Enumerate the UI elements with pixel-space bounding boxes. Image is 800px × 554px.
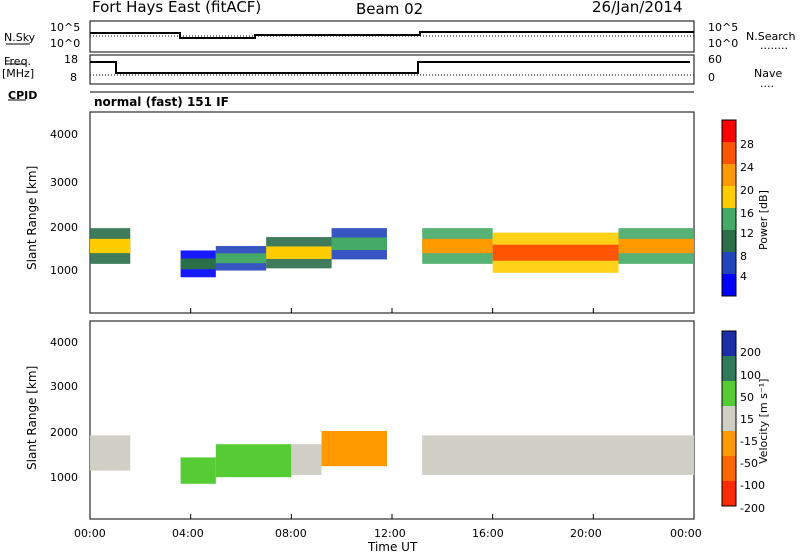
- freq-top-tick: 18: [64, 53, 78, 66]
- power-colorbar: [721, 119, 737, 297]
- velocity-colorbar: [721, 330, 737, 507]
- velocity-ytick: 1000: [50, 471, 78, 484]
- nsearch-dots: ........: [760, 39, 788, 52]
- nsearch-bot-tick: 10^0: [708, 37, 739, 50]
- velocity-band: [215, 444, 292, 478]
- x-tick: 12:00: [374, 527, 406, 540]
- nsky-trace: [90, 31, 694, 39]
- power-colorbar-cell: [722, 208, 736, 231]
- velocity-cbar-tick: 100: [740, 369, 761, 382]
- mhz-label: [MHz]: [2, 67, 35, 80]
- mode-label: normal (fast) 151 IF: [94, 95, 229, 109]
- power-ytick: 3000: [50, 176, 78, 189]
- power-data-layer: [89, 228, 695, 519]
- velocity-colorbar-cell: [722, 481, 736, 507]
- power-panel-frame: [89, 111, 695, 314]
- velocity-cbar-tick: 15: [740, 413, 754, 426]
- velocity-band: [180, 457, 216, 484]
- velocity-colorbar-frame: [721, 330, 737, 507]
- nave-bot-tick: 0: [708, 71, 715, 84]
- nave-dots: ....: [760, 77, 774, 90]
- x-tick: 00:00: [74, 527, 106, 540]
- nsearch-label: N.Search: [746, 30, 796, 43]
- power-band-core: [331, 237, 387, 251]
- power-cbar-tick: 8: [740, 250, 747, 263]
- power-cbar-tick: 12: [740, 227, 754, 240]
- power-band-core: [180, 258, 216, 270]
- velocity-colorbar-cell: [722, 356, 736, 382]
- x-tick: 04:00: [172, 527, 204, 540]
- x-tick: 08:00: [275, 527, 307, 540]
- velocity-colorbar-cell: [722, 331, 736, 357]
- velocity-cbar-tick: -15: [740, 435, 758, 448]
- freq-trace: [90, 61, 690, 74]
- velocity-band: [422, 435, 694, 475]
- power-colorbar-cell: [722, 252, 736, 275]
- power-colorbar-cell: [722, 120, 736, 143]
- freq-panel-frame: [89, 54, 695, 85]
- velocity-ytick: 2000: [50, 426, 78, 439]
- power-ytick: 2000: [50, 221, 78, 234]
- power-colorbar-cell: [722, 164, 736, 187]
- velocity-colorbar-cell: [722, 381, 736, 407]
- power-cbar-tick: 4: [740, 270, 747, 283]
- nsky-label: N.Sky: [4, 31, 36, 44]
- nave-label: Nave: [754, 67, 783, 80]
- power-cbar-tick: 20: [740, 184, 754, 197]
- power-ytick: 1000: [50, 264, 78, 277]
- nave-top-tick: 60: [708, 53, 722, 66]
- velocity-ytick: 4000: [50, 336, 78, 349]
- velocity-cbar-tick: 200: [740, 346, 761, 359]
- velocity-cbar-tick: -100: [740, 479, 765, 492]
- station-title: Fort Hays East (fitACF): [92, 0, 262, 16]
- cpid-label: CPID: [8, 89, 38, 102]
- velocity-band: [321, 431, 387, 467]
- x-tick: 20:00: [570, 527, 602, 540]
- velocity-band: [90, 435, 131, 471]
- nsky-top-tick: 10^5: [50, 21, 81, 34]
- velocity-cbar-tick: -200: [740, 502, 765, 515]
- velocity-colorbar-cell: [722, 456, 736, 482]
- power-colorbar-frame: [721, 119, 737, 297]
- beam-label: Beam 02: [356, 0, 424, 18]
- velocity-cbar-tick: -50: [740, 457, 758, 470]
- power-ytick: 4000: [50, 128, 78, 141]
- velocity-panel-frame: [89, 320, 695, 520]
- power-band-core: [266, 246, 332, 259]
- power-colorbar-cell: [722, 274, 736, 297]
- power-cbar-tick: 24: [740, 161, 754, 174]
- nsearch-top-tick: 10^5: [708, 21, 739, 34]
- velocity-colorbar-cell: [722, 406, 736, 432]
- date-label: 26/Jan/2014: [592, 0, 683, 16]
- x-axis-label: Time UT: [368, 540, 418, 554]
- velocity-colorbar-cell: [722, 431, 736, 457]
- power-band-core: [492, 244, 619, 261]
- freq-bot-tick: 8: [70, 71, 77, 84]
- power-colorbar-cell: [722, 230, 736, 253]
- power-cbar-tick: 28: [740, 138, 754, 151]
- x-tick: 00:00: [670, 527, 702, 540]
- velocity-data-layer: [90, 431, 694, 484]
- velocity-band: [291, 444, 322, 475]
- power-band-core: [90, 238, 131, 254]
- velocity-cbar-tick: 50: [740, 391, 754, 404]
- x-tick: 16:00: [472, 527, 504, 540]
- power-colorbar-cell: [722, 186, 736, 209]
- power-band-core: [215, 253, 267, 264]
- nsky-bot-tick: 10^0: [50, 37, 81, 50]
- velocity-ytick: 3000: [50, 380, 78, 393]
- power-band-core: [618, 238, 694, 254]
- power-cbar-tick: 16: [740, 207, 754, 220]
- freq-label: Freq.: [4, 55, 32, 68]
- power-band-core: [422, 238, 493, 254]
- power-colorbar-cell: [722, 142, 736, 165]
